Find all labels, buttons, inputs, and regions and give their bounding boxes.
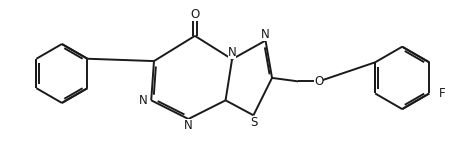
Text: S: S xyxy=(250,116,257,129)
Text: O: O xyxy=(190,8,199,21)
Text: N: N xyxy=(139,94,148,107)
Text: O: O xyxy=(314,75,323,88)
Text: N: N xyxy=(228,46,236,59)
Text: N: N xyxy=(261,28,270,41)
Text: N: N xyxy=(184,119,193,132)
Text: F: F xyxy=(439,87,445,100)
